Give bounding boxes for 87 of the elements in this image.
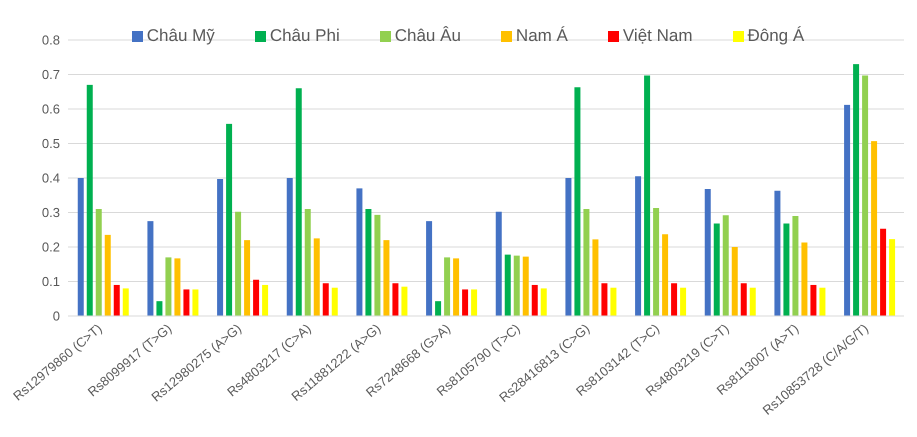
bar: [314, 238, 320, 316]
bar: [610, 288, 616, 316]
bar: [801, 242, 808, 316]
bar: [732, 247, 738, 316]
bar: [540, 288, 547, 316]
bar: [365, 209, 372, 316]
bar: [601, 283, 608, 316]
bar: [810, 284, 816, 316]
bar: [122, 288, 129, 316]
y-tick-label: 0.8: [42, 32, 60, 48]
bar: [156, 301, 162, 316]
bar: [862, 76, 868, 316]
bar: [78, 178, 84, 316]
bar: [462, 289, 468, 316]
bar: [680, 288, 686, 316]
bar: [104, 234, 111, 316]
bar: [217, 179, 224, 316]
bar: [322, 283, 329, 316]
bar: [583, 209, 590, 316]
y-tick-label: 0.1: [42, 274, 60, 290]
y-tick-label: 0.3: [42, 205, 60, 220]
bar: [356, 188, 362, 316]
bar: [592, 239, 598, 316]
y-tick-label: 0: [52, 308, 60, 324]
bar: [401, 286, 408, 316]
legend-label: Việt Nam: [622, 26, 692, 45]
bar: [114, 284, 120, 316]
bar: [183, 289, 190, 316]
bar: [174, 258, 180, 316]
bar: [383, 240, 390, 316]
bar: [496, 212, 502, 316]
bar: [783, 224, 790, 316]
bar: [304, 209, 311, 316]
bar: [453, 258, 460, 316]
bar: [332, 288, 338, 316]
bar: [662, 234, 668, 316]
bar: [226, 124, 232, 316]
bar: [565, 178, 572, 316]
bar: [844, 104, 850, 316]
bar: [522, 256, 529, 316]
bar: [819, 288, 826, 316]
bar: [740, 283, 747, 316]
legend-label: Đông Á: [748, 26, 804, 45]
bar: [722, 215, 729, 316]
y-tick-label: 0.6: [42, 102, 60, 117]
bar: [296, 88, 302, 316]
bar: [86, 84, 93, 316]
bar: [244, 240, 250, 316]
y-tick-label: 0.4: [42, 170, 60, 186]
bar: [435, 301, 442, 316]
legend-label: Nam Á: [516, 26, 568, 45]
bar: [704, 189, 711, 316]
y-tick-label: 0.7: [42, 67, 60, 82]
bar: [192, 289, 198, 316]
bar: [871, 141, 878, 316]
bar: [392, 283, 398, 316]
bar: [147, 221, 154, 316]
bar: [714, 224, 720, 316]
bar: [653, 208, 660, 316]
bar: [792, 216, 798, 316]
bar: [165, 257, 172, 316]
bar: [514, 256, 520, 316]
bar: [426, 221, 432, 316]
bar: [235, 212, 242, 316]
bar: [889, 239, 896, 316]
legend-label: Châu Âu: [394, 26, 461, 45]
bar: [253, 280, 260, 316]
bar: [444, 257, 450, 316]
bar: [262, 284, 268, 316]
bar: [671, 283, 678, 316]
legend-label: Châu Phi: [270, 26, 340, 45]
bar: [504, 254, 511, 316]
y-tick-label: 0.2: [42, 240, 60, 255]
bar: [574, 87, 580, 316]
bar: [96, 209, 102, 316]
y-tick-label: 0.5: [42, 136, 60, 152]
bar: [750, 288, 756, 316]
legend-label: Châu Mỹ: [146, 26, 215, 45]
bar: [644, 76, 650, 316]
bar: [532, 284, 538, 316]
bar: [374, 214, 380, 316]
bar: [635, 176, 642, 316]
bar: [774, 190, 780, 316]
bar: [880, 228, 886, 316]
bar: [853, 64, 860, 316]
bar: [286, 178, 293, 316]
bar: [471, 289, 478, 316]
